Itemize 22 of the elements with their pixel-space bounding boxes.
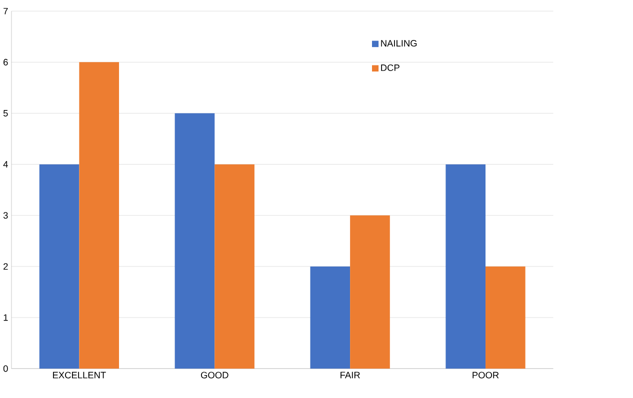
bar <box>310 266 350 368</box>
y-tick-label: 3 <box>3 212 8 219</box>
legend-label: DCP <box>381 64 400 71</box>
bar <box>79 62 120 368</box>
bar <box>446 164 486 368</box>
y-tick-label: 4 <box>3 161 8 168</box>
y-tick-label: 1 <box>4 314 8 321</box>
y-tick-label: 2 <box>4 263 8 270</box>
y-tick-label: 5 <box>3 110 8 116</box>
x-tick-label: POOR <box>472 372 499 378</box>
bar <box>214 164 254 368</box>
bar <box>39 164 80 368</box>
x-tick-label: FAIR <box>340 372 360 378</box>
bar <box>350 215 390 368</box>
y-tick-label: 7 <box>4 8 8 14</box>
bar <box>486 266 526 368</box>
x-tick-label: GOOD <box>201 372 228 378</box>
legend-label: NAILING <box>381 40 417 46</box>
x-tick-label: EXCELLENT <box>53 372 106 378</box>
bar <box>174 113 215 368</box>
y-tick-label: 6 <box>4 58 8 66</box>
y-tick-label: 0 <box>3 365 8 372</box>
